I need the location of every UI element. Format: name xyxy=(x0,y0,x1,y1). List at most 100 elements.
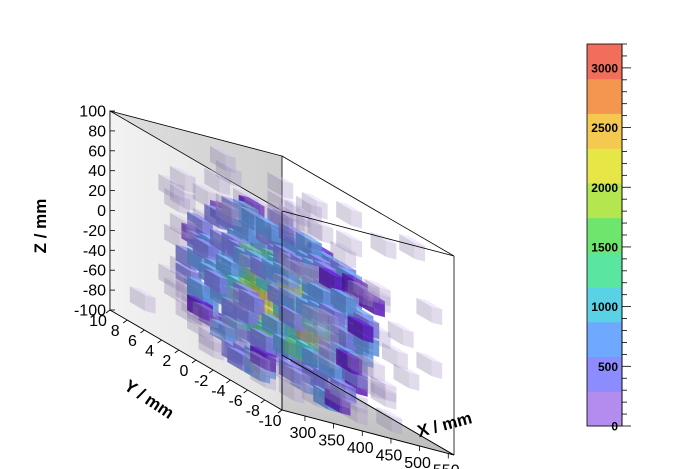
frame-edge xyxy=(281,409,455,456)
y-tick-label: 8 xyxy=(111,323,120,340)
voxel-box xyxy=(238,288,265,316)
voxel-box xyxy=(210,145,236,174)
z-axis: 100 80 60 40 20 0 -20 -40 -60 -80 -100 Z / mm xyxy=(31,104,115,320)
y-tick-mark xyxy=(243,389,248,394)
voxel-box xyxy=(387,320,414,349)
x-axis-title: X / mm xyxy=(415,408,474,441)
plot-frame-front xyxy=(281,155,455,456)
voxel-box xyxy=(364,278,391,307)
voxel-box xyxy=(341,398,368,426)
voxel-box xyxy=(169,183,196,212)
palette-band xyxy=(587,44,622,80)
y-tick-label: -6 xyxy=(228,393,242,410)
voxel-box xyxy=(313,306,339,335)
voxel-box xyxy=(284,365,311,393)
voxel-box xyxy=(284,199,311,228)
y-tick-label: 6 xyxy=(128,333,137,350)
z-tick-label: -40 xyxy=(83,243,106,260)
y-tick-mark xyxy=(191,359,197,364)
voxel-box xyxy=(370,231,397,260)
voxel-box xyxy=(278,376,305,404)
voxel-box xyxy=(353,275,380,304)
y-tick-label: 10 xyxy=(89,313,107,330)
z-tick-label: -60 xyxy=(83,263,106,280)
voxel-box xyxy=(267,189,294,218)
voxel-box xyxy=(301,303,328,332)
z-tick-label: 80 xyxy=(88,123,106,140)
voxel-box xyxy=(296,195,322,224)
frame-edge xyxy=(281,210,455,257)
voxel-box xyxy=(370,382,397,410)
y-tick-label: -8 xyxy=(246,403,260,420)
z-tick-label: -100 xyxy=(74,303,106,320)
voxel-box xyxy=(204,167,231,196)
voxel-box xyxy=(221,314,248,342)
y-tick-mark xyxy=(105,309,111,314)
voxel-box xyxy=(158,263,185,291)
y-tick-mark xyxy=(208,369,214,374)
y-tick-label: 0 xyxy=(180,363,189,380)
voxel-box xyxy=(164,187,190,216)
x-tick-label: 350 xyxy=(318,433,345,450)
x-tick-label: 450 xyxy=(376,448,403,465)
y-tick-mark xyxy=(140,329,145,334)
z-tick-label: 100 xyxy=(79,104,106,121)
voxel-box xyxy=(347,315,374,344)
voxel-box xyxy=(359,372,385,400)
voxel-box xyxy=(250,345,276,373)
data-boxes xyxy=(129,145,443,435)
voxel-box xyxy=(250,363,276,391)
voxel-box xyxy=(198,326,225,354)
y-tick-label: -2 xyxy=(194,373,208,390)
frame-edge xyxy=(281,155,455,257)
y-axis-title: Y / mm xyxy=(121,376,178,423)
voxel-box xyxy=(267,171,294,200)
z-tick-label: 60 xyxy=(88,143,106,160)
y-tick-label: 2 xyxy=(162,353,171,370)
y-tick-mark xyxy=(157,339,162,344)
voxel-box xyxy=(169,212,196,241)
voxel-box xyxy=(296,231,322,260)
voxel-box xyxy=(284,257,311,286)
voxel-box xyxy=(313,324,339,352)
palette-tick-label: 2500 xyxy=(591,121,618,135)
voxel-box xyxy=(330,377,357,405)
z-tick-label: 40 xyxy=(88,163,106,180)
voxel-box xyxy=(336,348,362,376)
z-tick-label: 20 xyxy=(88,183,106,200)
palette-band xyxy=(587,356,622,392)
palette-tick-label: 1500 xyxy=(591,240,618,254)
palette-band xyxy=(587,391,622,427)
z-tick-label: -80 xyxy=(83,283,106,300)
voxel-box xyxy=(244,194,271,223)
palette-band xyxy=(587,78,622,114)
z-tick-label: 0 xyxy=(97,203,106,220)
voxel-box xyxy=(273,272,299,301)
palette-tick-label: 3000 xyxy=(591,61,618,75)
palette-tick-marks xyxy=(622,43,631,427)
x-tick-label: 500 xyxy=(404,455,431,469)
z-axis-title: Z / mm xyxy=(31,199,50,254)
voxel-box xyxy=(330,287,357,316)
voxel-box xyxy=(301,191,328,220)
y-tick-mark xyxy=(226,379,231,384)
y-tick-mark xyxy=(260,399,266,404)
voxel-box xyxy=(192,301,219,329)
z-tick-label: -20 xyxy=(83,223,106,240)
color-palette: 0 500 1000 1500 2000 2500 3000 xyxy=(586,43,631,434)
voxel-box xyxy=(273,207,299,236)
voxel-box xyxy=(187,294,213,322)
palette-bands xyxy=(586,43,623,427)
palette-tick-labels: 0 500 1000 1500 2000 2500 3000 xyxy=(591,61,618,433)
y-tick-label: -4 xyxy=(211,383,225,400)
voxel-box xyxy=(347,279,374,308)
palette-band xyxy=(587,252,622,288)
voxel-box xyxy=(393,363,420,391)
x-tick-label: 550 xyxy=(433,463,460,469)
voxel-box xyxy=(370,375,397,403)
frame-edge xyxy=(281,354,455,456)
voxel-box xyxy=(244,349,271,377)
palette-tick-label: 1000 xyxy=(591,300,618,314)
palette-tick-label: 2000 xyxy=(591,181,618,195)
